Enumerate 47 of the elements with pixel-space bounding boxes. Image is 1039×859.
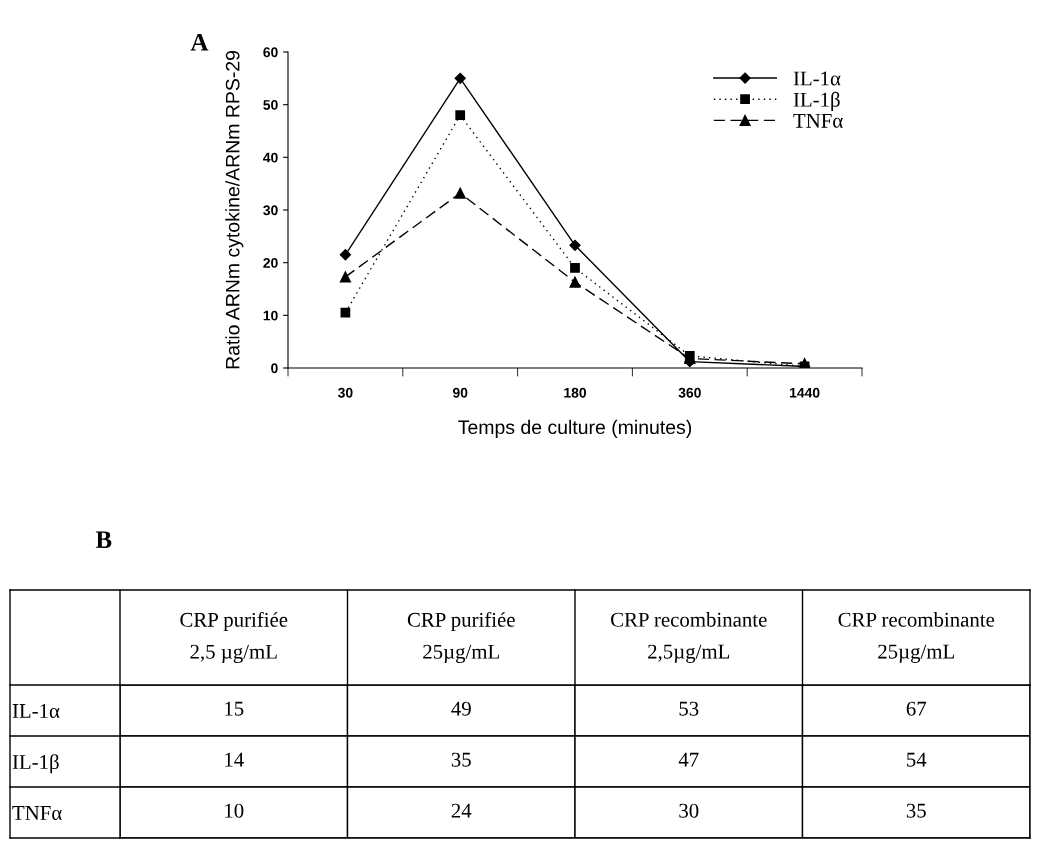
y-tick-label: IL-1α	[12, 703, 60, 718]
x-tick-label: 180	[564, 387, 587, 398]
data-label: 10	[225, 803, 244, 818]
y-tick-label: IL-1β	[12, 754, 59, 774]
x-tick-label: 360	[678, 387, 701, 398]
legend-label: IL-1α	[793, 71, 841, 86]
y-tick-label: 20	[263, 258, 278, 268]
legend-label: IL-1β	[793, 91, 840, 111]
point	[454, 72, 466, 84]
data-label: 53	[679, 701, 699, 716]
chart-title: B	[95, 531, 112, 548]
data-label: 35	[451, 752, 471, 767]
data-label: 24	[451, 803, 472, 818]
data-label: 67	[906, 701, 927, 716]
data-label: 14	[225, 752, 244, 767]
data-label: 49	[451, 701, 471, 716]
x-axis-title: Temps de culture (minutes)	[458, 419, 692, 438]
point	[569, 239, 581, 251]
x-tick-label: 90	[452, 387, 468, 398]
data-label: 35	[906, 803, 926, 818]
legend-label: TNFα	[793, 113, 843, 128]
y-axis-title: Ratio ARNm cytokine/ARNm RPS-29	[225, 50, 244, 369]
y-tick-label: 50	[263, 100, 278, 110]
y-tick-label: 30	[263, 205, 278, 216]
point	[454, 187, 466, 199]
x-tick-label: 30	[338, 387, 353, 398]
x-tick-label: CRP recombinante 25µg/mL	[838, 612, 995, 663]
point	[340, 307, 351, 318]
x-tick-label: 1440	[790, 387, 820, 398]
data-label: 15	[225, 701, 244, 716]
data-label: 47	[678, 752, 699, 767]
data-label: 54	[907, 752, 927, 767]
y-tick-label: TNFα	[12, 806, 62, 820]
y-tick-label: 10	[263, 310, 278, 321]
x-tick-label: CRP recombinante 2,5µg/mL	[611, 612, 767, 663]
y-tick-label: 40	[263, 152, 278, 163]
point	[455, 110, 466, 121]
point	[339, 271, 351, 283]
point	[339, 249, 352, 261]
point	[569, 276, 581, 288]
x-tick-label: CRP purifiée 2,5 µg/mL	[180, 611, 288, 664]
data-label: 30	[679, 803, 699, 818]
chart-title: A	[190, 33, 209, 51]
y-tick-label: 0	[271, 363, 278, 374]
y-tick-label: 60	[263, 47, 278, 58]
point	[570, 263, 580, 273]
x-tick-label: CRP purifiée 25µg/mL	[407, 611, 515, 664]
